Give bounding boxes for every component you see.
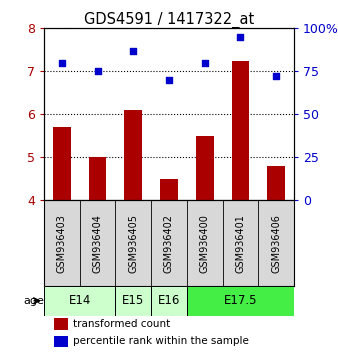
Point xyxy=(95,68,100,74)
Text: GSM936400: GSM936400 xyxy=(200,214,210,273)
Text: GSM936405: GSM936405 xyxy=(128,213,138,273)
Title: GDS4591 / 1417322_at: GDS4591 / 1417322_at xyxy=(84,12,254,28)
Bar xyxy=(53,127,71,200)
Bar xyxy=(44,286,115,315)
Bar xyxy=(196,136,214,200)
Bar xyxy=(151,286,187,315)
Bar xyxy=(124,110,142,200)
Point xyxy=(130,48,136,53)
Text: GSM936403: GSM936403 xyxy=(57,214,67,273)
Text: transformed count: transformed count xyxy=(73,319,170,329)
Point xyxy=(59,60,65,65)
Bar xyxy=(160,179,178,200)
Text: age: age xyxy=(23,296,44,306)
Text: E14: E14 xyxy=(69,294,91,307)
Text: GSM936404: GSM936404 xyxy=(93,214,102,273)
Point xyxy=(273,74,279,79)
Text: E15: E15 xyxy=(122,294,144,307)
Bar xyxy=(89,157,106,200)
Bar xyxy=(267,166,285,200)
Text: E16: E16 xyxy=(158,294,180,307)
Point xyxy=(202,60,208,65)
Text: GSM936402: GSM936402 xyxy=(164,213,174,273)
Text: GSM936406: GSM936406 xyxy=(271,214,281,273)
Bar xyxy=(187,286,294,315)
Text: GSM936401: GSM936401 xyxy=(236,214,245,273)
Bar xyxy=(115,286,151,315)
Point xyxy=(238,34,243,40)
Text: percentile rank within the sample: percentile rank within the sample xyxy=(73,336,248,346)
Bar xyxy=(54,336,68,347)
Point xyxy=(166,77,172,83)
Bar xyxy=(54,318,68,330)
Text: E17.5: E17.5 xyxy=(224,294,257,307)
Bar xyxy=(232,61,249,200)
